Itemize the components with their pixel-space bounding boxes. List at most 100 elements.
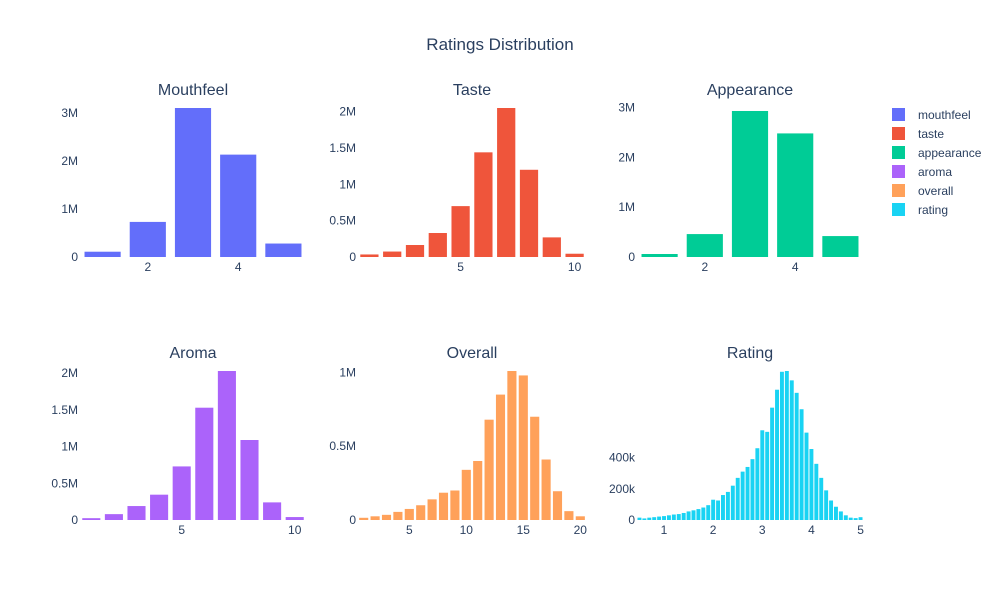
bar[interactable]: [195, 407, 214, 520]
bar[interactable]: [735, 477, 740, 520]
bar[interactable]: [662, 516, 666, 520]
bar[interactable]: [642, 518, 647, 520]
bar[interactable]: [711, 499, 716, 520]
bar[interactable]: [285, 517, 304, 520]
bar[interactable]: [84, 251, 121, 257]
bar[interactable]: [217, 371, 236, 520]
bar[interactable]: [777, 133, 814, 257]
bar[interactable]: [450, 490, 460, 521]
bar[interactable]: [552, 491, 563, 520]
bar[interactable]: [451, 206, 470, 257]
bar[interactable]: [853, 518, 858, 520]
bar[interactable]: [716, 500, 721, 521]
legend[interactable]: mouthfeel taste appearance aroma overall rati…: [892, 108, 982, 217]
bar[interactable]: [381, 514, 392, 520]
bar[interactable]: [393, 511, 403, 520]
bar[interactable]: [671, 514, 676, 520]
bar[interactable]: [427, 499, 437, 520]
bar[interactable]: [518, 375, 528, 520]
bar[interactable]: [383, 251, 402, 257]
bar[interactable]: [82, 518, 101, 520]
bar[interactable]: [428, 233, 447, 257]
bar[interactable]: [745, 466, 750, 520]
bar[interactable]: [794, 392, 799, 520]
bar[interactable]: [405, 245, 425, 257]
bar[interactable]: [127, 506, 146, 520]
legend-item-aroma[interactable]: aroma: [892, 165, 952, 179]
bar[interactable]: [359, 517, 369, 520]
bar[interactable]: [725, 491, 730, 520]
bar[interactable]: [652, 517, 657, 520]
bar[interactable]: [824, 490, 829, 520]
bar[interactable]: [784, 371, 789, 520]
bar[interactable]: [220, 154, 257, 257]
bar[interactable]: [172, 466, 191, 520]
bar[interactable]: [174, 108, 212, 257]
bar[interactable]: [474, 152, 493, 257]
bar[interactable]: [495, 394, 506, 520]
bar[interactable]: [701, 507, 706, 520]
bar[interactable]: [809, 449, 814, 520]
bar[interactable]: [542, 237, 561, 257]
legend-item-taste[interactable]: taste: [892, 127, 944, 141]
bar[interactable]: [360, 254, 379, 257]
bar[interactable]: [641, 254, 678, 257]
bar[interactable]: [804, 432, 809, 520]
bar[interactable]: [834, 506, 838, 520]
bar[interactable]: [530, 416, 540, 520]
bar[interactable]: [721, 495, 725, 520]
bar[interactable]: [263, 502, 282, 520]
bar[interactable]: [755, 448, 760, 520]
bar[interactable]: [731, 110, 769, 258]
legend-item-overall[interactable]: overall: [892, 184, 953, 198]
bar[interactable]: [730, 485, 735, 520]
bar[interactable]: [779, 371, 784, 520]
bar[interactable]: [814, 463, 819, 520]
bar[interactable]: [740, 471, 745, 520]
bar[interactable]: [799, 409, 804, 520]
bar[interactable]: [473, 460, 483, 520]
bar[interactable]: [681, 512, 686, 520]
bar[interactable]: [497, 108, 516, 257]
bar[interactable]: [696, 509, 701, 520]
bar[interactable]: [706, 505, 711, 520]
bar[interactable]: [775, 389, 779, 520]
legend-item-mouthfeel[interactable]: mouthfeel: [892, 108, 971, 122]
bar[interactable]: [438, 492, 449, 520]
legend-item-rating[interactable]: rating: [892, 203, 948, 217]
bar[interactable]: [760, 430, 765, 520]
bar[interactable]: [848, 517, 853, 520]
legend-item-appearance[interactable]: appearance: [892, 146, 982, 160]
bar[interactable]: [750, 459, 755, 520]
bar[interactable]: [686, 234, 723, 257]
bar[interactable]: [858, 517, 863, 520]
bar[interactable]: [404, 508, 414, 520]
bar[interactable]: [770, 407, 775, 520]
bar[interactable]: [657, 516, 662, 520]
bar[interactable]: [789, 380, 794, 520]
bar[interactable]: [691, 510, 696, 520]
bar[interactable]: [575, 516, 585, 520]
bar[interactable]: [416, 505, 426, 520]
bar[interactable]: [829, 500, 834, 521]
bar[interactable]: [819, 477, 824, 520]
bar[interactable]: [104, 514, 123, 520]
bar[interactable]: [519, 169, 539, 257]
bar[interactable]: [370, 516, 380, 520]
bar[interactable]: [541, 459, 551, 520]
bar[interactable]: [765, 431, 770, 520]
bar[interactable]: [686, 511, 691, 520]
bar[interactable]: [843, 515, 848, 520]
bar[interactable]: [265, 243, 302, 257]
bar[interactable]: [461, 469, 471, 520]
bar[interactable]: [507, 371, 517, 520]
bar[interactable]: [129, 221, 166, 257]
bar[interactable]: [150, 494, 169, 520]
bar[interactable]: [564, 511, 574, 520]
bar[interactable]: [240, 440, 259, 520]
bar[interactable]: [484, 419, 494, 520]
bar[interactable]: [838, 511, 843, 520]
bar[interactable]: [676, 514, 681, 520]
bar[interactable]: [637, 517, 642, 520]
bar[interactable]: [666, 515, 671, 520]
